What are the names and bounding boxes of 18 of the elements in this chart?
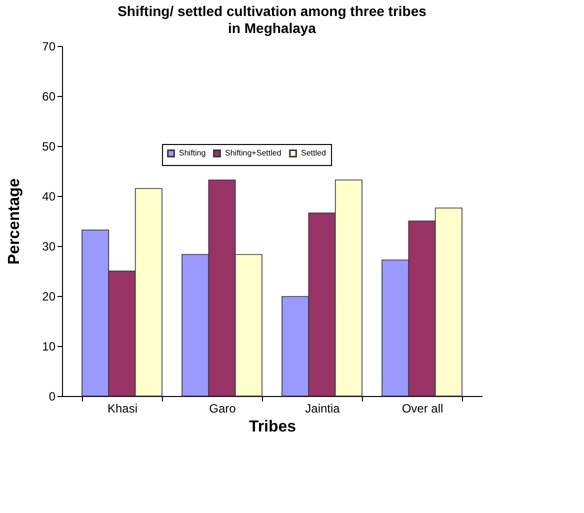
y-tick-label: 10	[42, 340, 56, 354]
y-tick-label: 50	[42, 140, 56, 154]
x-axis-title: Tribes	[248, 418, 296, 436]
y-tick-label: 0	[48, 390, 56, 404]
y-tick-label: 20	[42, 290, 56, 304]
x-tick-label: Khasi	[107, 402, 138, 416]
legend-label: Settled	[301, 148, 326, 158]
y-axis-title: Percentage	[6, 178, 24, 265]
legend-label: Shifting+Settled	[225, 148, 282, 158]
x-tick-label: Jaintia	[305, 402, 340, 416]
y-tick-label: 40	[42, 190, 56, 204]
x-tick-label: Garo	[209, 402, 236, 416]
y-tick-label: 60	[42, 90, 56, 104]
chart-title: Shifting/ settled cultivation among three tribes in Meghalaya	[118, 3, 427, 36]
legend-label: Shifting	[179, 148, 206, 158]
x-tick-label: Over all	[402, 402, 444, 416]
y-tick-label: 70	[42, 40, 56, 54]
y-tick-label: 30	[42, 240, 56, 254]
